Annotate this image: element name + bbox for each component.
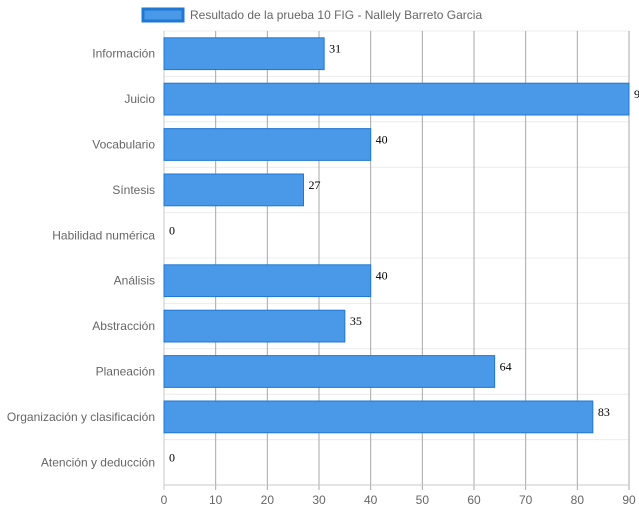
- category-label: Información: [92, 47, 155, 61]
- data-label: 40: [376, 133, 388, 147]
- category-label: Atención y deducción: [41, 455, 155, 469]
- data-label: 31: [329, 42, 341, 56]
- category-label: Planeación: [96, 365, 155, 379]
- x-tick-label: 30: [312, 493, 326, 507]
- data-label: 0: [169, 223, 175, 237]
- bar[interactable]: [163, 37, 325, 71]
- data-label: 0: [169, 450, 175, 464]
- bars: [163, 37, 630, 434]
- x-axis-ticks: 0 10 20 30 40 50 60 70 80 90: [161, 493, 636, 507]
- x-tick-label: 90: [622, 493, 636, 507]
- data-label: 90: [634, 87, 639, 101]
- data-label: 35: [350, 314, 362, 328]
- bar[interactable]: [163, 355, 496, 388]
- x-tick-label: 0: [161, 493, 168, 507]
- data-labels: 31 90 40 27 0 40 35 64 83 0: [169, 42, 639, 465]
- bar[interactable]: [163, 82, 630, 116]
- category-label: Vocabulario: [92, 138, 155, 152]
- legend-swatch: [141, 7, 185, 23]
- data-label: 27: [309, 178, 321, 192]
- category-label: Juicio: [124, 92, 155, 106]
- legend[interactable]: Resultado de la prueba 10 FIG - Nallely …: [141, 7, 482, 23]
- category-labels: Información Juicio Vocabulario Síntesis Habi…: [7, 47, 155, 470]
- x-tick-label: 80: [571, 493, 585, 507]
- bar[interactable]: [163, 128, 372, 161]
- x-tick-label: 60: [467, 493, 481, 507]
- category-label: Habilidad numérica: [52, 228, 155, 242]
- data-label: 64: [500, 360, 512, 374]
- category-label: Organización y clasificación: [7, 410, 155, 424]
- x-tick-label: 20: [261, 493, 275, 507]
- category-label: Síntesis: [112, 183, 155, 197]
- category-label: Abstracción: [92, 319, 155, 333]
- bar[interactable]: [163, 173, 304, 207]
- bar[interactable]: [163, 309, 346, 343]
- x-tick-label: 70: [519, 493, 533, 507]
- data-label: 83: [598, 405, 610, 419]
- x-tick-label: 40: [364, 493, 378, 507]
- bar[interactable]: [163, 400, 594, 434]
- x-tick-label: 10: [209, 493, 223, 507]
- category-label: Análisis: [114, 274, 155, 288]
- legend-label: Resultado de la prueba 10 FIG - Nallely …: [190, 8, 482, 22]
- x-tick-label: 50: [416, 493, 430, 507]
- data-label: 40: [376, 269, 388, 283]
- bar[interactable]: [163, 264, 372, 298]
